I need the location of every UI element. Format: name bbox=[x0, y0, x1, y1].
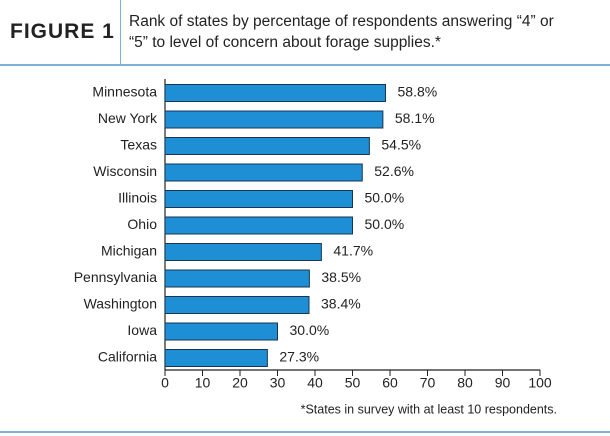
x-tick-label: 50 bbox=[345, 375, 361, 391]
y-tick-label: New York bbox=[98, 110, 158, 126]
value-label: 38.4% bbox=[321, 296, 361, 312]
value-label: 52.6% bbox=[374, 163, 414, 179]
bar bbox=[164, 269, 310, 288]
y-tick-label: Ohio bbox=[127, 216, 157, 232]
y-tick-label: Pennsylvania bbox=[74, 269, 157, 285]
y-tick-label: Wisconsin bbox=[93, 163, 157, 179]
value-label: 27.3% bbox=[279, 349, 319, 365]
value-label: 50.0% bbox=[365, 190, 405, 206]
value-label: 54.5% bbox=[381, 137, 421, 153]
bar bbox=[164, 190, 353, 208]
x-tick-label: 70 bbox=[420, 375, 436, 391]
x-tick-label: 80 bbox=[457, 375, 473, 391]
y-tick-label: Washington bbox=[84, 296, 157, 312]
x-tick-label: 40 bbox=[307, 375, 323, 391]
chart-title: Rank of states by percentage of responde… bbox=[129, 13, 554, 51]
header: FIGURE 1 Rank of states by percentage of… bbox=[0, 0, 610, 66]
bar bbox=[164, 84, 386, 102]
y-tick-label: Illinois bbox=[118, 190, 157, 206]
bar bbox=[164, 349, 268, 367]
x-tick-label: 90 bbox=[495, 375, 511, 391]
bar bbox=[164, 296, 310, 314]
value-label: 58.8% bbox=[398, 84, 438, 100]
bottom-rule bbox=[0, 431, 610, 433]
y-tick-label: Minnesota bbox=[92, 84, 157, 100]
value-label: 58.1% bbox=[395, 110, 435, 126]
bar bbox=[164, 322, 278, 341]
y-tick-label: California bbox=[98, 349, 157, 365]
y-tick-label: Iowa bbox=[127, 322, 157, 338]
y-tick-label: Michigan bbox=[101, 243, 157, 259]
value-label: 38.5% bbox=[321, 269, 361, 285]
footnote: *States in survey with at least 10 respo… bbox=[301, 402, 557, 416]
bar bbox=[164, 243, 322, 261]
x-tick-label: 30 bbox=[270, 375, 286, 391]
x-tick-label: 60 bbox=[382, 375, 398, 391]
bar bbox=[164, 216, 353, 235]
bar bbox=[164, 137, 370, 155]
x-tick-label: 0 bbox=[161, 375, 169, 391]
bar bbox=[164, 163, 363, 182]
value-label: 30.0% bbox=[290, 322, 330, 338]
x-tick-label: 20 bbox=[232, 375, 248, 391]
value-label: 50.0% bbox=[365, 216, 405, 232]
y-tick-label: Texas bbox=[120, 137, 157, 153]
bar bbox=[164, 110, 384, 129]
value-label: 41.7% bbox=[333, 243, 373, 259]
x-tick-label: 10 bbox=[195, 375, 211, 391]
divider bbox=[120, 0, 121, 64]
figure-label: FIGURE 1 bbox=[10, 20, 115, 43]
chart: *States in survey with at least 10 respo… bbox=[74, 79, 557, 416]
x-tick-label: 100 bbox=[528, 375, 552, 391]
